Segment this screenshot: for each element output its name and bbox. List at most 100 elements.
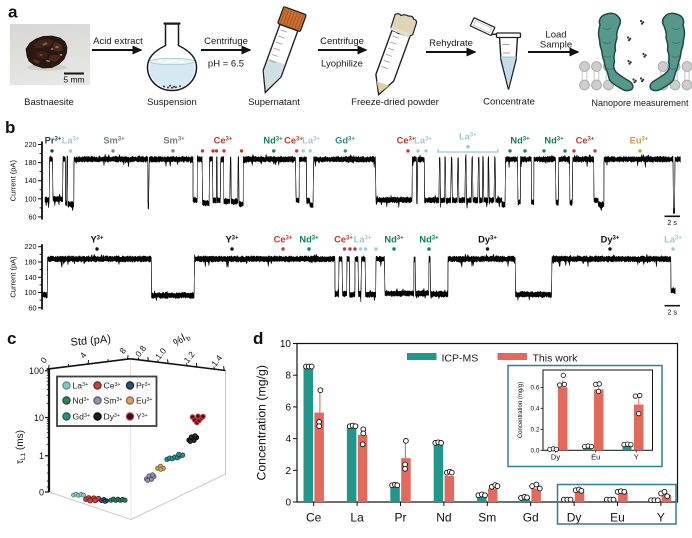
svg-text:Ce3+: Ce3+	[397, 136, 416, 146]
svg-text:Acid extract: Acid extract	[93, 36, 143, 47]
svg-text:Nd3+: Nd3+	[73, 396, 90, 406]
svg-text:8: 8	[117, 346, 128, 356]
svg-text:Ce3+: Ce3+	[274, 235, 293, 245]
svg-text:ICP-MS: ICP-MS	[442, 353, 479, 365]
svg-text:2: 2	[285, 466, 291, 477]
svg-text:60: 60	[29, 303, 37, 312]
svg-text:Supernatant: Supernatant	[248, 97, 300, 108]
svg-text:Dy3+: Dy3+	[601, 235, 620, 245]
svg-text:Lyophilize: Lyophilize	[321, 59, 363, 70]
svg-text:180: 180	[25, 158, 37, 167]
svg-text:Std (pA): Std (pA)	[70, 333, 111, 348]
svg-text:0: 0	[39, 488, 44, 498]
svg-text:Dy: Dy	[551, 453, 560, 462]
svg-text:100: 100	[29, 366, 44, 376]
svg-text:Current (pA): Current (pA)	[9, 160, 18, 202]
svg-text:Dy3+: Dy3+	[478, 235, 497, 245]
svg-text:Nd3+: Nd3+	[419, 235, 439, 245]
svg-text:Centrifuge: Centrifuge	[320, 36, 364, 47]
svg-text:Rehydrate: Rehydrate	[429, 38, 473, 49]
svg-text:Y: Y	[634, 453, 639, 462]
svg-text:Sm3+: Sm3+	[104, 396, 123, 406]
svg-text:10: 10	[280, 339, 292, 350]
svg-text:Eu3+: Eu3+	[136, 396, 152, 406]
svg-text:Ce3+: Ce3+	[214, 136, 233, 146]
svg-text:220: 220	[25, 242, 37, 251]
svg-text:Sm3+: Sm3+	[103, 136, 125, 146]
svg-text:4: 4	[78, 350, 89, 360]
svg-text:Centrifuge: Centrifuge	[204, 36, 248, 47]
svg-text:Dy3+: Dy3+	[104, 412, 120, 422]
svg-text:220: 220	[25, 140, 37, 149]
svg-text:2 s: 2 s	[667, 308, 677, 317]
svg-text:Suspension: Suspension	[147, 97, 197, 108]
svg-text:Sm3+: Sm3+	[163, 136, 185, 146]
svg-text:6: 6	[285, 402, 291, 413]
svg-text:100: 100	[25, 288, 37, 297]
svg-text:Y3+: Y3+	[225, 235, 239, 245]
svg-text:La3+: La3+	[73, 381, 88, 391]
svg-text:8: 8	[285, 371, 291, 382]
svg-text:La3+: La3+	[414, 136, 432, 146]
svg-text:0.6: 0.6	[530, 385, 539, 392]
svg-text:Nd: Nd	[436, 511, 451, 525]
svg-text:La3+: La3+	[664, 235, 682, 245]
svg-text:2 s: 2 s	[667, 218, 677, 227]
svg-text:Pr3+: Pr3+	[45, 136, 62, 146]
svg-text:Sample: Sample	[540, 40, 572, 51]
svg-text:La3+: La3+	[62, 136, 80, 146]
svg-text:0: 0	[285, 498, 291, 509]
svg-text:Current (pA): Current (pA)	[9, 256, 18, 298]
svg-text:This work: This work	[533, 353, 579, 365]
svg-text:Gd: Gd	[523, 511, 539, 525]
svg-text:0.4: 0.4	[530, 406, 539, 413]
svg-text:Ce3+: Ce3+	[334, 235, 353, 245]
svg-text:180: 180	[25, 258, 37, 267]
svg-text:pH = 6.5: pH = 6.5	[208, 59, 244, 70]
svg-text:Y3+: Y3+	[136, 412, 148, 422]
svg-text:Pr: Pr	[395, 511, 407, 525]
svg-text:0: 0	[38, 355, 49, 365]
svg-text:Y3+: Y3+	[90, 235, 104, 245]
svg-text:Nd3+: Nd3+	[263, 136, 283, 146]
svg-text:Concentration (mg/g): Concentration (mg/g)	[518, 382, 524, 438]
svg-text:La: La	[350, 511, 364, 525]
svg-text:d: d	[253, 329, 263, 348]
svg-text:100: 100	[25, 194, 37, 203]
svg-text:Nd3+: Nd3+	[510, 136, 530, 146]
svg-text:0.0: 0.0	[530, 448, 539, 455]
svg-text:0.2: 0.2	[530, 427, 539, 434]
svg-text:Nd3+: Nd3+	[299, 235, 319, 245]
svg-text:Freeze-dried powder: Freeze-dried powder	[351, 97, 439, 108]
svg-text:Gd3+: Gd3+	[335, 136, 355, 146]
svg-text:Ce3+: Ce3+	[576, 136, 595, 146]
svg-text:Bastnaesite: Bastnaesite	[24, 97, 74, 108]
svg-text:Eu: Eu	[610, 511, 625, 525]
svg-text:5 mm: 5 mm	[63, 75, 84, 85]
svg-text:60: 60	[29, 212, 37, 221]
svg-text:Ce3+: Ce3+	[284, 136, 303, 146]
svg-text:a: a	[8, 3, 18, 22]
svg-text:1: 1	[39, 451, 44, 461]
svg-text:Sm: Sm	[478, 511, 496, 525]
svg-text:La3+: La3+	[354, 235, 372, 245]
svg-text:Concentrate: Concentrate	[483, 97, 535, 108]
svg-text:4: 4	[285, 434, 291, 445]
svg-text:140: 140	[25, 176, 37, 185]
svg-text:Nd3+: Nd3+	[384, 235, 404, 245]
svg-text:Nanopore measurement: Nanopore measurement	[591, 98, 689, 108]
svg-text:Concentration (mg/g): Concentration (mg/g)	[255, 365, 269, 481]
svg-text:Ce: Ce	[306, 511, 322, 525]
svg-text:Pr3+: Pr3+	[136, 381, 151, 391]
svg-text:Gd3+: Gd3+	[73, 412, 90, 422]
svg-text:Ce3+: Ce3+	[104, 381, 121, 391]
svg-text:b: b	[5, 118, 15, 137]
svg-text:La3+: La3+	[302, 136, 320, 146]
svg-text:Dy: Dy	[567, 511, 582, 525]
svg-text:Eu: Eu	[591, 453, 600, 462]
svg-text:Load: Load	[545, 30, 566, 41]
svg-text:140: 140	[25, 273, 37, 282]
svg-text:La3+: La3+	[459, 132, 477, 142]
svg-text:Eu3+: Eu3+	[630, 136, 649, 146]
svg-text:Y: Y	[657, 511, 665, 525]
